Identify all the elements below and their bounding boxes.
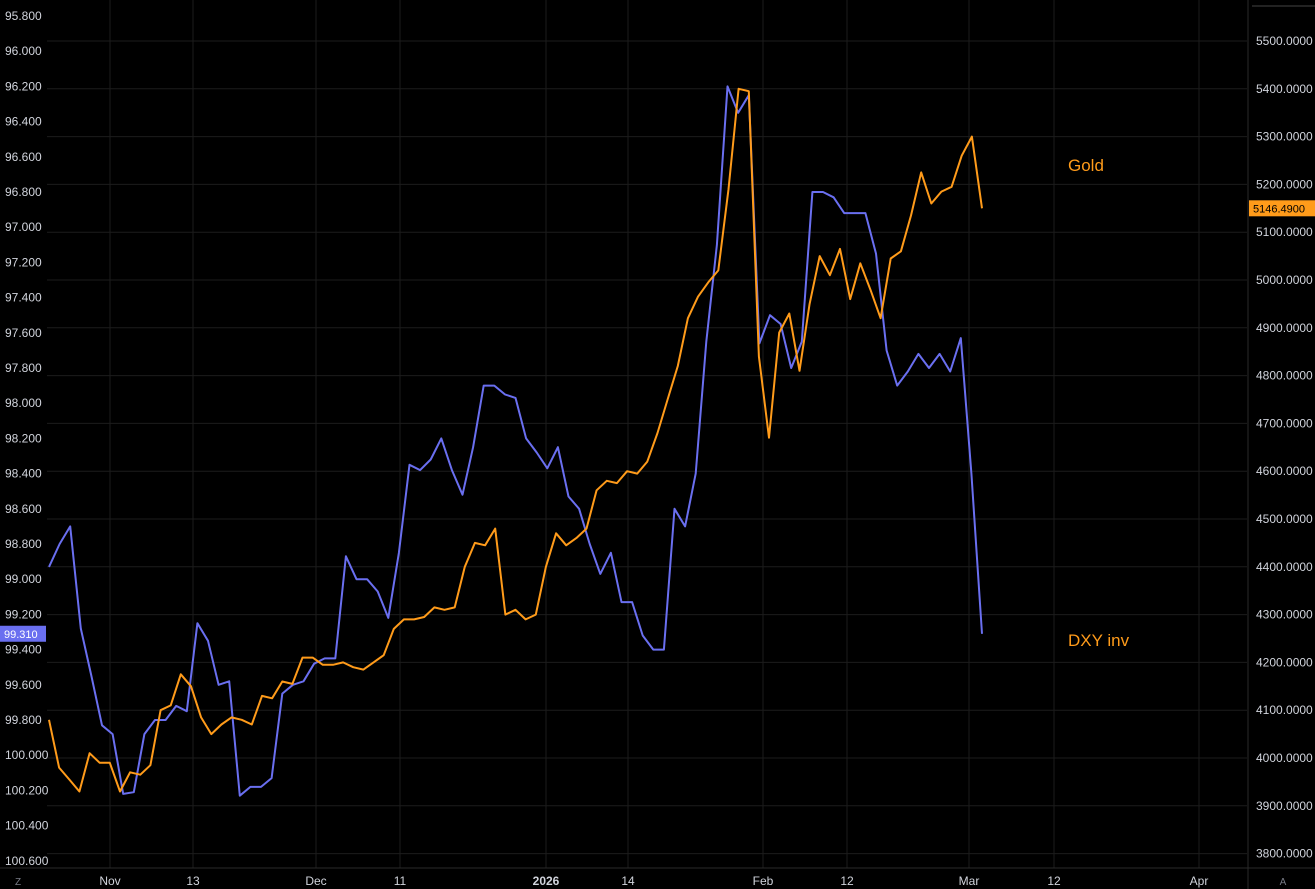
left-axis-tick: 99.000 xyxy=(5,572,42,586)
right-axis-tick: 4900.0000 xyxy=(1256,321,1313,335)
right-axis-tick: 5000.0000 xyxy=(1256,273,1313,287)
right-axis-tick: 4700.0000 xyxy=(1256,416,1313,430)
dxy-inv-line[interactable] xyxy=(48,85,983,797)
left-axis-tick: 95.800 xyxy=(5,9,42,23)
right-axis-tick: 3900.0000 xyxy=(1256,799,1313,813)
right-axis-tick: 5200.0000 xyxy=(1256,177,1313,191)
left-price-axis[interactable]: 95.800 96.000 96.200 96.400 96.600 96.800 97.0… xyxy=(0,0,49,889)
left-axis-tick: 100.600 xyxy=(5,854,49,868)
left-axis-tick: 98.000 xyxy=(5,396,42,410)
gold-last-value-badge xyxy=(1249,200,1315,217)
right-axis-tick: 4800.0000 xyxy=(1256,369,1313,383)
right-axis-tick: 4200.0000 xyxy=(1256,655,1313,669)
right-price-axis[interactable]: 5500.0000 5400.0000 5300.0000 5200.0000 5100… xyxy=(1247,0,1315,889)
left-axis-tick: 97.000 xyxy=(5,220,42,234)
left-axis-tick: 96.600 xyxy=(5,150,42,164)
right-axis-tick: 4600.0000 xyxy=(1256,464,1313,478)
left-axis-bg xyxy=(0,0,46,889)
time-axis-tick: 14 xyxy=(621,874,635,888)
left-axis-tick: 100.200 xyxy=(5,783,49,797)
dxy-last-value-text: 99.310 xyxy=(4,629,38,641)
left-axis-tick: 100.400 xyxy=(5,819,49,833)
left-axis-tick: 97.600 xyxy=(5,326,42,340)
time-axis-tick: 11 xyxy=(394,874,407,888)
right-axis-tick: 4400.0000 xyxy=(1256,560,1313,574)
left-axis-tick: 97.800 xyxy=(5,361,42,375)
left-axis-tick: 96.800 xyxy=(5,185,42,199)
left-axis-tick: 97.200 xyxy=(5,255,42,269)
right-axis-tick: 3800.0000 xyxy=(1256,847,1313,861)
grid-lines xyxy=(47,0,1247,868)
right-axis-tick: 4500.0000 xyxy=(1256,512,1313,526)
left-axis-tick: 98.800 xyxy=(5,537,42,551)
corner-left-label[interactable]: Z xyxy=(15,877,21,888)
left-axis-tick: 96.200 xyxy=(5,79,42,93)
time-axis[interactable]: Nov 13 Dec 11 2026 14 Feb 12 Mar 12 Apr Z A xyxy=(0,867,1315,888)
time-axis-tick: 2026 xyxy=(533,874,560,888)
labels-layer: 99.310 5146.4900 Gold DXY inv xyxy=(0,156,1315,650)
right-axis-tick: 5100.0000 xyxy=(1256,225,1313,239)
left-axis-tick: 99.800 xyxy=(5,713,42,727)
series-layer xyxy=(48,85,983,797)
dxy-last-value-badge xyxy=(0,625,46,642)
right-axis-tick: 5400.0000 xyxy=(1256,82,1313,96)
right-axis-tick: 4300.0000 xyxy=(1256,608,1313,622)
left-axis-tick: 98.200 xyxy=(5,431,42,445)
left-axis-tick: 97.400 xyxy=(5,291,42,305)
right-axis-tick: 5300.0000 xyxy=(1256,130,1313,144)
gold-line[interactable] xyxy=(48,87,983,793)
corner-right-label[interactable]: A xyxy=(1280,877,1287,888)
left-axis-tick: 99.600 xyxy=(5,678,42,692)
right-axis-tick: 4100.0000 xyxy=(1256,703,1313,717)
left-axis-tick: 99.200 xyxy=(5,607,42,621)
time-axis-tick: 12 xyxy=(1047,874,1061,888)
left-axis-tick: 99.400 xyxy=(5,643,42,657)
time-axis-tick: 12 xyxy=(840,874,854,888)
gold-last-value-text: 5146.4900 xyxy=(1253,203,1305,215)
left-axis-tick: 96.400 xyxy=(5,115,42,129)
dxy-inv-series-label: DXY inv xyxy=(1068,631,1130,650)
left-axis-tick: 98.600 xyxy=(5,502,42,516)
gold-series-label: Gold xyxy=(1068,156,1104,175)
left-axis-tick: 98.400 xyxy=(5,467,42,481)
right-axis-tick: 5500.0000 xyxy=(1256,34,1313,48)
right-axis-tick: 4000.0000 xyxy=(1256,751,1313,765)
time-axis-tick: Feb xyxy=(753,874,774,888)
left-axis-tick: 100.000 xyxy=(5,748,49,762)
time-axis-tick: 13 xyxy=(186,874,200,888)
time-axis-tick: Dec xyxy=(305,874,326,888)
time-axis-tick: Apr xyxy=(1190,874,1209,888)
time-axis-tick: Mar xyxy=(959,874,980,888)
time-axis-tick: Nov xyxy=(99,874,120,888)
left-axis-tick: 96.000 xyxy=(5,44,42,58)
